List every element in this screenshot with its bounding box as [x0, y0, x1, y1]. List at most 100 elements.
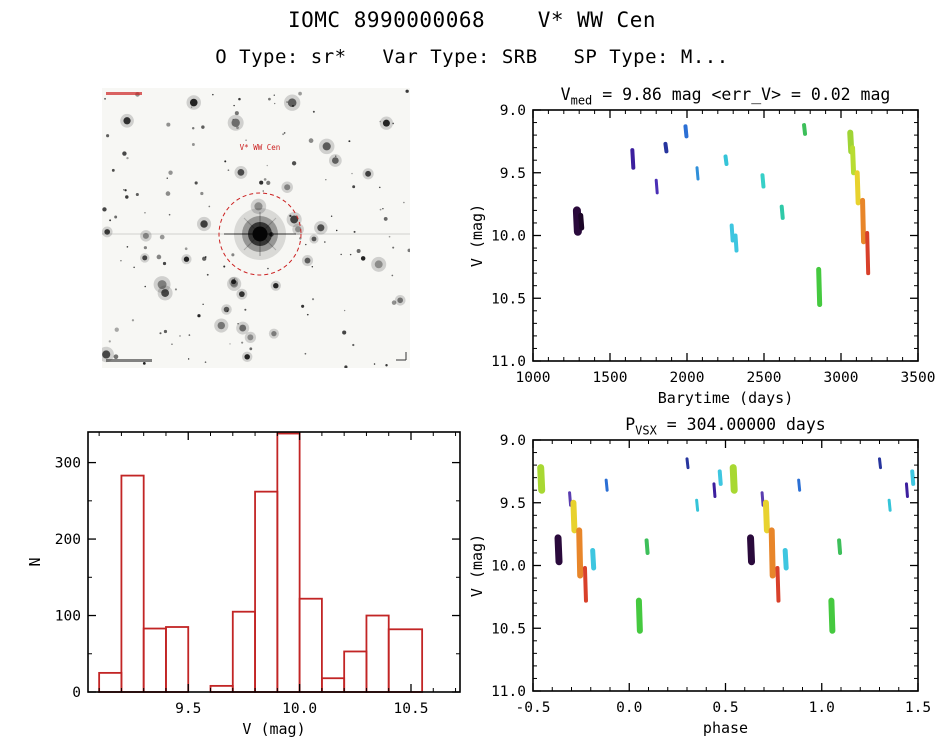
svg-text:3000: 3000 — [824, 370, 859, 386]
svg-text:9.5: 9.5 — [500, 166, 526, 182]
histogram-bar — [320, 677, 346, 693]
data-point-cluster — [582, 566, 588, 603]
histogram-bar — [254, 490, 279, 693]
svg-text:10.5: 10.5 — [491, 291, 526, 307]
data-point-cluster — [887, 498, 892, 512]
data-point-cluster — [554, 534, 563, 566]
lightcurve-ylabel: V (mag) — [468, 204, 486, 267]
data-point-cluster — [904, 482, 909, 498]
phase-plot: -0.5 0.0 0.5 1.0 1.5 9.0 9.5 10.0 10.5 11.0 phase V… — [468, 415, 931, 737]
data-point-cluster — [635, 597, 643, 634]
phase-title: PVSX = 304.00000 days — [625, 415, 826, 438]
scale-mark — [396, 352, 407, 361]
phase-data-points — [537, 457, 916, 634]
phase-folded-chart: -0.5 0.0 0.5 1.0 1.5 9.0 9.5 10.0 10.5 11.0 phase V… — [468, 415, 931, 737]
lightcurve-axes: 1000 1500 2000 2500 3000 3500 9.0 9.5 10.0 10.5 11… — [468, 103, 935, 407]
data-point-cluster — [779, 204, 785, 220]
target-aperture-circle — [218, 192, 302, 276]
data-point-cluster — [760, 491, 765, 507]
data-point-cluster — [576, 527, 584, 579]
svg-text:0: 0 — [72, 685, 81, 701]
data-point-cluster — [729, 464, 738, 494]
svg-text:10.5: 10.5 — [491, 621, 526, 637]
data-point-cluster — [733, 233, 739, 253]
data-point-cluster — [717, 469, 723, 486]
data-point-cluster — [644, 538, 650, 555]
histogram-bar — [142, 627, 167, 693]
phase-ylabel: V (mag) — [468, 534, 486, 597]
data-point-cluster — [854, 170, 861, 206]
data-point-cluster — [590, 547, 597, 571]
lightcurve-data-points — [572, 123, 871, 308]
data-point-cluster — [837, 538, 843, 555]
histogram-bar — [343, 650, 368, 693]
histogram-bar — [165, 626, 190, 693]
histogram-bar — [209, 684, 234, 693]
background-stars — [102, 89, 410, 368]
finding-chart-image: V* WW Cen — [102, 88, 410, 368]
svg-text:200: 200 — [55, 532, 81, 548]
histogram-bar — [231, 610, 256, 693]
corner-annotation-strip — [106, 92, 142, 95]
data-point-cluster — [654, 178, 659, 195]
data-point-cluster — [685, 457, 690, 470]
data-point-cluster — [570, 499, 578, 534]
magnitude-histogram-chart: 9.5 10.0 10.5 0 100 200 300 V (mag) N — [26, 431, 461, 738]
lightcurve-plot: 1000 1500 2000 2500 3000 3500 9.0 9.5 10.0 10.5 11… — [468, 85, 935, 407]
data-point-cluster — [683, 124, 689, 139]
bottom-annotation-strip — [106, 359, 152, 362]
data-point-cluster — [768, 527, 776, 579]
histogram-bar — [98, 671, 123, 693]
histogram-bar — [298, 597, 323, 693]
svg-text:11.0: 11.0 — [491, 354, 526, 370]
data-point-cluster — [802, 123, 808, 136]
svg-text:11.0: 11.0 — [491, 684, 526, 700]
svg-text:1.0: 1.0 — [809, 700, 835, 716]
data-point-cluster — [604, 478, 609, 492]
data-point-cluster — [760, 173, 766, 189]
svg-text:10.0: 10.0 — [282, 701, 317, 717]
svg-text:9.5: 9.5 — [500, 496, 526, 512]
data-point-cluster — [537, 464, 546, 494]
data-point-cluster — [910, 469, 916, 486]
svg-text:1.5: 1.5 — [905, 700, 931, 716]
svg-text:300: 300 — [55, 456, 81, 472]
lightcurve-title: Vmed = 9.86 mag <err_V> = 0.02 mag — [561, 85, 891, 108]
histogram-data-points — [98, 432, 424, 693]
svg-text:0.0: 0.0 — [616, 700, 642, 716]
svg-text:9.0: 9.0 — [500, 103, 526, 119]
data-point-cluster — [663, 141, 669, 154]
svg-text:10.0: 10.0 — [491, 229, 526, 245]
data-point-cluster — [712, 482, 717, 498]
phase-xlabel: phase — [703, 719, 748, 737]
svg-text:10.5: 10.5 — [394, 701, 429, 717]
page-title: IOMC 8990000068 V* WW Cen — [287, 8, 656, 32]
histogram-axes: 9.5 10.0 10.5 0 100 200 300 V (mag) N — [26, 431, 461, 738]
svg-text:0.5: 0.5 — [712, 700, 738, 716]
data-point-cluster — [695, 166, 700, 181]
data-point-cluster — [762, 499, 770, 534]
lightcurve-chart: 1000 1500 2000 2500 3000 3500 9.0 9.5 10.0 10.5 11… — [468, 85, 935, 407]
histogram-ylabel: N — [26, 557, 44, 566]
lightcurve-xlabel: Barytime (days) — [658, 389, 793, 407]
data-point-cluster — [860, 197, 867, 245]
target-label: V* WW Cen — [240, 143, 281, 152]
data-point-cluster — [695, 498, 700, 512]
data-point-cluster — [568, 491, 573, 507]
svg-text:9.0: 9.0 — [500, 433, 526, 449]
svg-text:2000: 2000 — [670, 370, 705, 386]
svg-text:100: 100 — [55, 609, 81, 625]
phase-axes: -0.5 0.0 0.5 1.0 1.5 9.0 9.5 10.0 10.5 11.0 phase V… — [468, 433, 931, 737]
histogram-bar — [387, 628, 424, 693]
histogram-plot: 9.5 10.0 10.5 0 100 200 300 V (mag) N — [26, 431, 461, 738]
page-subtitle: O Type: sr* Var Type: SRB SP Type: M... — [215, 46, 729, 68]
target-star — [102, 208, 410, 260]
data-point-cluster — [828, 597, 836, 634]
histogram-bar — [120, 474, 145, 693]
data-point-cluster — [578, 212, 585, 231]
data-point-cluster — [729, 223, 735, 243]
histogram-bar — [276, 432, 301, 693]
data-point-cluster — [572, 206, 582, 236]
svg-text:9.5: 9.5 — [175, 701, 201, 717]
